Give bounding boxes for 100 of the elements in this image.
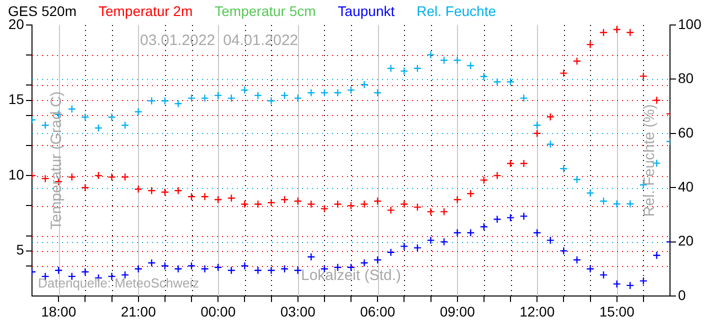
point bbox=[572, 175, 582, 184]
y2-axis-title: Rel. Feuchte (%) bbox=[641, 104, 658, 217]
point bbox=[174, 186, 182, 195]
point bbox=[453, 228, 462, 237]
point bbox=[334, 200, 342, 208]
point bbox=[54, 266, 63, 275]
point bbox=[160, 188, 170, 196]
point bbox=[200, 94, 209, 102]
point bbox=[400, 66, 408, 76]
x-tick-label: 15:00 bbox=[599, 303, 635, 320]
annotation: 04.01.2022 bbox=[223, 32, 298, 50]
point bbox=[532, 228, 542, 237]
y-axis-title: Temperatur (Grad C) bbox=[48, 91, 66, 230]
point bbox=[334, 88, 342, 97]
annotation: 03.01.2022 bbox=[140, 32, 216, 50]
annotation: Datenquelle: MeteoSchweiz bbox=[38, 276, 200, 291]
point bbox=[227, 94, 236, 102]
point bbox=[599, 28, 608, 37]
point bbox=[267, 198, 276, 207]
point bbox=[254, 200, 262, 208]
point bbox=[546, 236, 554, 244]
point bbox=[466, 62, 475, 70]
point bbox=[267, 96, 276, 105]
point bbox=[134, 108, 142, 116]
point bbox=[94, 171, 103, 180]
point bbox=[586, 264, 594, 273]
point bbox=[506, 78, 515, 86]
point bbox=[532, 121, 542, 130]
point bbox=[307, 252, 316, 261]
point bbox=[373, 88, 382, 97]
point bbox=[400, 200, 408, 208]
point bbox=[214, 196, 222, 204]
point bbox=[599, 270, 608, 280]
point bbox=[466, 190, 475, 198]
point bbox=[506, 159, 515, 168]
point bbox=[413, 64, 422, 72]
x-tick-label: 12:00 bbox=[520, 303, 555, 320]
point bbox=[560, 69, 568, 78]
point bbox=[41, 121, 50, 130]
point bbox=[586, 188, 594, 198]
point bbox=[599, 197, 608, 206]
legend-label: Temperatur 5cm bbox=[214, 3, 316, 19]
point bbox=[160, 96, 170, 105]
point bbox=[174, 99, 182, 108]
point bbox=[612, 200, 621, 208]
point bbox=[68, 172, 76, 182]
point bbox=[346, 86, 356, 94]
point bbox=[520, 212, 528, 220]
point bbox=[612, 280, 621, 288]
point bbox=[440, 208, 448, 216]
point bbox=[506, 214, 515, 222]
point bbox=[626, 28, 634, 37]
point bbox=[560, 246, 568, 255]
point bbox=[294, 197, 302, 206]
point bbox=[386, 64, 395, 72]
point bbox=[346, 202, 356, 210]
x-tick-label: 09:00 bbox=[440, 303, 476, 320]
point bbox=[81, 268, 90, 276]
point bbox=[214, 91, 222, 100]
point bbox=[426, 236, 435, 244]
point bbox=[41, 174, 50, 183]
point bbox=[480, 72, 488, 81]
point bbox=[81, 113, 90, 122]
y2-tick-label: 20 bbox=[678, 232, 694, 249]
point bbox=[413, 203, 422, 212]
x-tick-label: 03:00 bbox=[280, 303, 316, 320]
point bbox=[187, 94, 196, 102]
point bbox=[639, 72, 648, 80]
point bbox=[546, 112, 554, 121]
point bbox=[94, 124, 103, 132]
point bbox=[453, 56, 462, 64]
y-tick-label: 5 bbox=[16, 242, 24, 258]
x-tick-label: 18:00 bbox=[41, 303, 76, 320]
point bbox=[639, 276, 648, 286]
point bbox=[426, 208, 435, 216]
point bbox=[560, 164, 568, 173]
point bbox=[294, 266, 302, 275]
point bbox=[294, 94, 302, 102]
x-axis-title: Lokalzeit (Std.) bbox=[300, 267, 402, 284]
point bbox=[626, 281, 634, 290]
x-tick-label: 00:00 bbox=[200, 303, 236, 320]
point bbox=[187, 192, 196, 201]
point bbox=[520, 94, 528, 102]
point bbox=[240, 200, 249, 208]
point bbox=[81, 184, 90, 192]
point bbox=[440, 56, 448, 64]
point bbox=[200, 192, 209, 201]
point bbox=[626, 200, 634, 208]
y-tick-label: 10 bbox=[8, 166, 24, 182]
point bbox=[187, 262, 196, 270]
point bbox=[160, 262, 170, 270]
point bbox=[652, 96, 661, 104]
text: Temperatur 2m bbox=[98, 3, 193, 19]
point bbox=[254, 91, 262, 100]
point bbox=[280, 196, 289, 204]
point bbox=[148, 96, 156, 105]
point bbox=[120, 121, 130, 130]
point bbox=[440, 238, 448, 246]
point bbox=[320, 204, 329, 213]
point bbox=[254, 266, 262, 275]
